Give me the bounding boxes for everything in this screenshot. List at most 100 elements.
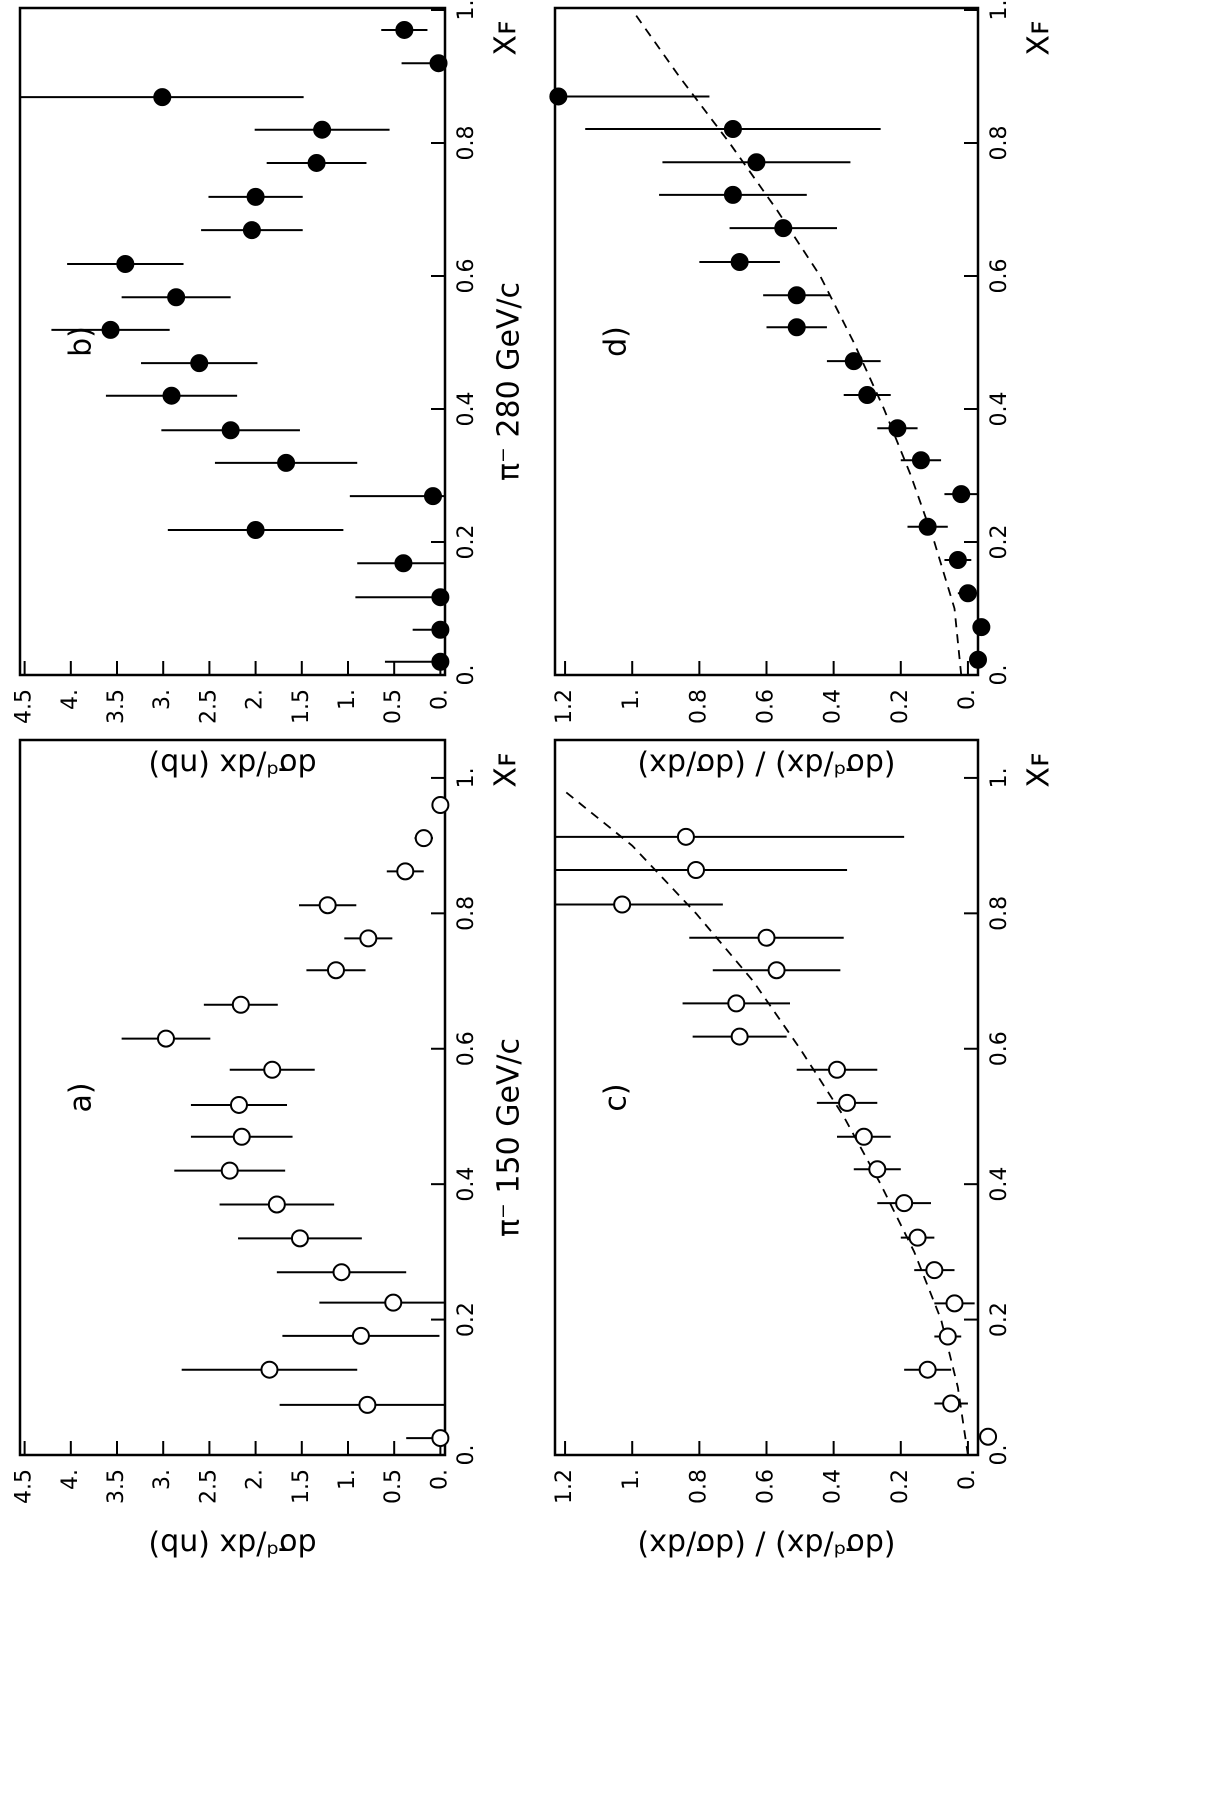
data-point: [242, 221, 261, 240]
data-point: [774, 219, 793, 238]
y-tick-label: 1.2: [552, 1469, 577, 1504]
data-point: [351, 1326, 370, 1345]
data-point: [260, 1360, 279, 1379]
data-point: [787, 286, 806, 305]
data-point: [263, 1060, 282, 1079]
data-point: [958, 584, 977, 603]
data-point: [267, 1195, 286, 1214]
x-tick-label: 1.: [454, 0, 479, 20]
data-point: [918, 1360, 937, 1379]
y-tick-label: 4.: [58, 689, 83, 710]
data-point: [423, 487, 442, 506]
x-tick-label: 0.: [454, 665, 479, 686]
data-point: [394, 554, 413, 573]
data-point: [787, 318, 806, 337]
panel: 0. 0.2 0.4 0.6 0.8 1. 1.2 0. 0.2 0.4 0.6 0.8 1. Xꜰ (dσ…: [552, 738, 1057, 1562]
data-point: [162, 386, 181, 405]
x-tick-label: 0.2: [987, 1302, 1012, 1337]
y-tick-label: 0.5: [381, 1469, 406, 1504]
data-point: [858, 386, 877, 405]
y-tick-label: 1.: [619, 689, 644, 710]
data-point: [229, 1095, 248, 1114]
data-point: [888, 419, 907, 438]
x-tick-label: 0.6: [987, 258, 1012, 293]
data-point: [676, 827, 695, 846]
y-tick-label: 4.: [58, 1469, 83, 1490]
x-tick-label: 0.2: [454, 524, 479, 559]
x-tick-label: 0.8: [987, 896, 1012, 931]
panel-label: a): [64, 1082, 99, 1112]
data-point: [384, 1293, 403, 1312]
data-point: [332, 1263, 351, 1282]
y-tick-label: 0.: [955, 689, 980, 710]
data-point: [844, 352, 863, 371]
data-point: [868, 1160, 887, 1179]
y-tick-label: 0.2: [888, 1469, 913, 1504]
data-point: [246, 521, 265, 540]
data-point: [730, 253, 749, 272]
x-tick-label: 0.6: [454, 258, 479, 293]
data-point: [221, 421, 240, 440]
y-axis-label: (dσᵈ/dx) / (dσ/dx): [637, 1527, 895, 1562]
y-tick-label: 1.: [619, 1469, 644, 1490]
data-point: [767, 961, 786, 980]
x-tick-label: 0.: [987, 1445, 1012, 1466]
y-tick-label: 1.5: [289, 689, 314, 724]
y-tick-label: 0.8: [686, 1469, 711, 1504]
y-tick-label: 2.: [243, 1469, 268, 1490]
panel-label: b): [64, 326, 99, 357]
x-tick-label: 0.8: [454, 125, 479, 160]
data-point: [232, 1127, 251, 1146]
data-point: [838, 1093, 857, 1112]
plot-frame: [18, 6, 447, 677]
y-tick-label: 1.: [335, 689, 360, 710]
data-point: [730, 1027, 749, 1046]
data-point: [747, 153, 766, 172]
x-tick-label: 0.: [454, 1445, 479, 1466]
plot-frame: [18, 738, 447, 1457]
data-point: [918, 517, 937, 536]
y-tick-label: 0.4: [821, 1469, 846, 1504]
y-tick-label: 0.8: [686, 689, 711, 724]
data-point: [431, 620, 450, 639]
y-tick-label: 0.6: [754, 1469, 779, 1504]
data-point: [942, 1394, 961, 1413]
data-point: [167, 288, 186, 307]
data-point: [969, 650, 987, 669]
data-point: [687, 861, 705, 879]
data-point: [431, 1429, 450, 1448]
y-tick-label: 1.2: [552, 689, 577, 724]
data-point: [828, 1060, 846, 1079]
y-tick-label: 4.5: [12, 1469, 37, 1504]
y-axis-label: dσᵈ/dx (nb): [148, 747, 316, 782]
x-tick-label: 1.: [987, 0, 1012, 20]
x-tick-label: 0.2: [454, 1302, 479, 1337]
data-point: [938, 1327, 957, 1346]
data-point: [727, 994, 746, 1013]
x-axis-label: Xꜰ: [1022, 20, 1057, 55]
data-point: [190, 354, 209, 373]
x-axis-label: Xꜰ: [489, 20, 524, 55]
x-tick-label: 0.8: [454, 896, 479, 931]
data-point: [429, 54, 448, 73]
data-point: [153, 88, 172, 107]
data-point: [431, 796, 450, 814]
x-tick-label: 0.4: [987, 391, 1012, 426]
data-point: [395, 20, 414, 39]
data-point: [116, 255, 135, 274]
data-point: [925, 1261, 944, 1280]
y-tick-label: 1.: [335, 1469, 360, 1490]
y-tick-label: 1.5: [289, 1469, 314, 1504]
data-point: [231, 995, 250, 1014]
panel: 0. 0.5 1. 1.5 2. 2.5 3. 3.5 4. 4.5 0. 0.2 0.4 0.6 0.8 1…: [12, 738, 527, 1562]
data-point: [948, 550, 967, 569]
x-tick-label: 0.6: [454, 1031, 479, 1066]
y-tick-label: 0.: [427, 689, 452, 710]
data-point: [277, 453, 296, 472]
plot-area: [121, 837, 445, 1440]
y-tick-label: 2.: [243, 689, 268, 710]
y-tick-label: 0.5: [381, 689, 406, 724]
data-point: [723, 185, 742, 204]
x-tick-label: 0.: [987, 665, 1012, 686]
y-tick-label: 0.: [955, 1469, 980, 1490]
